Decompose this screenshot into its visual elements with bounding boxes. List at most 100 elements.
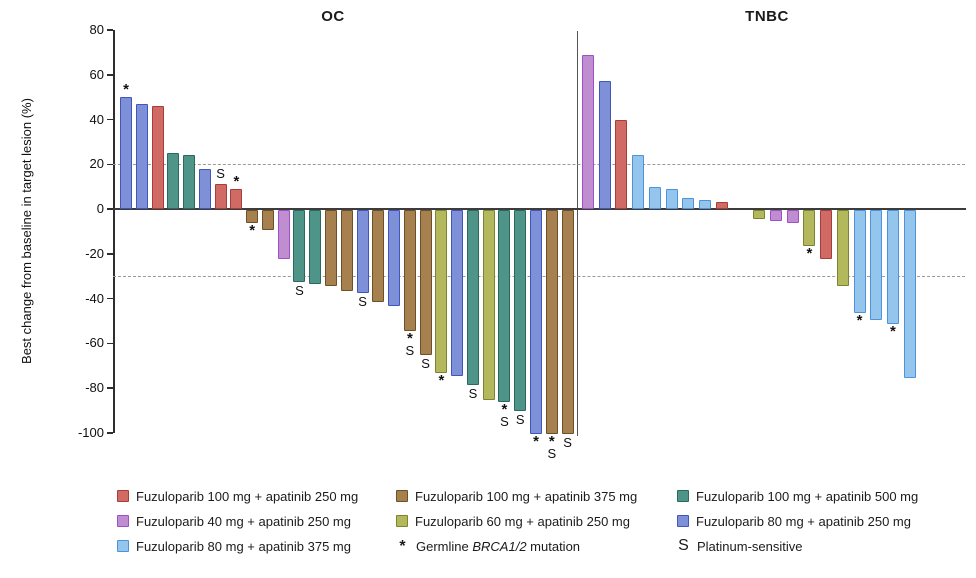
bar	[715, 202, 728, 209]
y-axis-label: Best change from baseline in target lesi…	[19, 98, 34, 364]
bar	[356, 210, 369, 293]
bar	[498, 210, 511, 403]
y-tick	[107, 387, 113, 389]
bar	[419, 210, 432, 356]
y-tick-label: 0	[96, 201, 104, 216]
y-tick-label: -60	[85, 335, 104, 351]
y-tick-label: -20	[85, 245, 104, 261]
bar	[198, 168, 211, 209]
bar	[698, 200, 711, 209]
bar	[903, 210, 916, 378]
legend-column-3: Fuzuloparib 100 mg + apatinib 500 mg Fuz…	[677, 489, 918, 564]
bar-annotation: *	[533, 432, 539, 450]
y-tick	[107, 29, 113, 31]
legend-label: Fuzuloparib 100 mg + apatinib 500 mg	[696, 488, 919, 504]
legend-item: Fuzuloparib 80 mg + apatinib 375 mg	[117, 538, 358, 554]
legend-swatch-olive	[396, 515, 408, 527]
bar	[293, 210, 306, 282]
legend-item: Fuzuloparib 100 mg + apatinib 250 mg	[117, 488, 359, 504]
bar	[598, 81, 611, 209]
y-tick-label: 40	[89, 111, 104, 127]
bar	[482, 210, 495, 401]
bar-annotation: S	[563, 434, 572, 450]
legend-label: Platinum-sensitive	[697, 538, 803, 554]
legend-label: Fuzuloparib 80 mg + apatinib 250 mg	[696, 513, 911, 529]
legend-label: Fuzuloparib 80 mg + apatinib 375 mg	[136, 538, 351, 554]
bar	[682, 197, 695, 209]
y-tick-label: 80	[89, 22, 104, 37]
bar	[435, 210, 448, 374]
bar	[120, 97, 132, 209]
zero-baseline	[113, 208, 966, 210]
bar	[770, 210, 782, 222]
bar-annotation: *	[501, 401, 508, 419]
bar-annotation: *	[856, 311, 863, 329]
upper-threshold-line	[113, 164, 965, 166]
legend-item: Fuzuloparib 80 mg + apatinib 250 mg	[677, 513, 918, 529]
legend-item: Fuzuloparib 100 mg + apatinib 500 mg	[677, 488, 919, 504]
legend-swatch-blue	[677, 515, 689, 527]
bar	[167, 153, 180, 209]
bar-annotation: *	[249, 222, 256, 240]
legend-label: Fuzuloparib 60 mg + apatinib 250 mg	[415, 513, 630, 529]
bar	[325, 210, 337, 287]
bar-annotation: S	[468, 385, 478, 401]
plot-area: Best change from baseline in target lesi…	[19, 8, 966, 461]
bar	[803, 210, 816, 246]
bar	[466, 210, 479, 385]
legend-label: Fuzuloparib 100 mg + apatinib 375 mg	[415, 488, 638, 504]
y-tick	[107, 432, 113, 434]
y-axis-line	[113, 30, 115, 433]
bar-annotation: S	[405, 342, 415, 358]
bar	[309, 210, 322, 284]
bar	[261, 210, 274, 231]
y-tick-label: 60	[89, 66, 104, 82]
bar-annotation: S	[216, 166, 225, 182]
bar-annotation: S	[547, 445, 557, 461]
legend-label: Fuzuloparib 100 mg + apatinib 250 mg	[136, 488, 359, 504]
legend-column-1: Fuzuloparib 100 mg + apatinib 250 mg Fuz…	[117, 489, 358, 564]
legend-column-2: Fuzuloparib 100 mg + apatinib 375 mg Fuz…	[396, 489, 637, 564]
bar	[836, 210, 849, 287]
legend-swatch-brown	[396, 490, 408, 502]
bar	[820, 210, 833, 260]
bar-annotation: *	[233, 172, 240, 190]
bar	[530, 210, 543, 434]
bar-annotation: *	[806, 244, 813, 262]
legend-item: Fuzuloparib 60 mg + apatinib 250 mg	[396, 513, 637, 529]
bar-annotation: *	[123, 81, 129, 99]
bar	[886, 210, 899, 325]
bar	[870, 210, 883, 320]
panel-title-oc: OC	[321, 8, 345, 25]
y-tick-label: -100	[77, 424, 104, 440]
bar-annotation: S	[358, 293, 367, 309]
bar	[214, 184, 227, 209]
bar	[514, 210, 527, 412]
bar	[451, 210, 464, 376]
legend-item: S Platinum-sensitive	[677, 538, 918, 554]
bar	[786, 210, 799, 224]
bar	[151, 106, 164, 209]
legend-item: * Germline BRCA1/2 mutation	[396, 537, 637, 555]
legend-swatch-purple	[117, 515, 129, 527]
brca-asterisk-symbol: *	[399, 537, 406, 555]
bar	[403, 210, 416, 331]
legend-item: Fuzuloparib 100 mg + apatinib 375 mg	[396, 488, 638, 504]
bar	[582, 54, 594, 209]
bar	[665, 188, 678, 209]
legend-item: Fuzuloparib 40 mg + apatinib 250 mg	[117, 514, 358, 529]
bar-annotation: S	[515, 412, 525, 428]
legend-label: Germline BRCA1/2 mutation	[416, 538, 581, 554]
bar	[277, 210, 290, 260]
bar	[246, 210, 259, 224]
y-tick	[107, 163, 113, 165]
bar	[753, 210, 766, 219]
bar	[853, 210, 866, 313]
bar	[545, 210, 558, 434]
y-tick	[107, 118, 113, 121]
panel-divider	[577, 31, 578, 436]
legend-swatch-sky	[117, 540, 129, 552]
bar	[183, 155, 196, 209]
bar-annotation: S	[295, 282, 304, 298]
